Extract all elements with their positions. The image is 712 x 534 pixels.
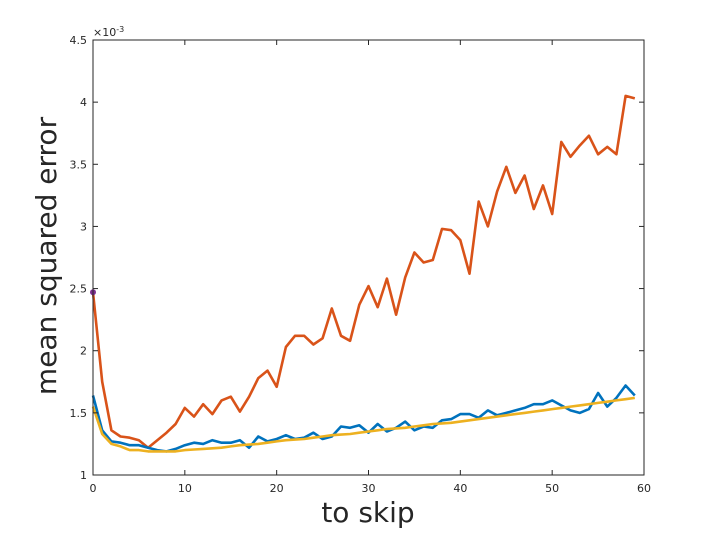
- y-tick-label: 3: [80, 220, 87, 233]
- y-multiplier-base: ×10: [93, 26, 116, 39]
- y-axis-multiplier: ×10-3: [93, 25, 124, 39]
- x-tick-label: 50: [545, 482, 559, 495]
- y-tick-label: 4.5: [70, 34, 88, 47]
- y-multiplier-exponent: -3: [116, 25, 124, 34]
- x-axis-ticks: 0 10 20 30 40 50 60: [90, 40, 651, 495]
- x-tick-label: 30: [362, 482, 376, 495]
- y-tick-label: 2.5: [70, 283, 88, 296]
- y-tick-label: 2: [80, 345, 87, 358]
- y-tick-label: 1: [80, 469, 87, 482]
- x-tick-label: 60: [637, 482, 651, 495]
- series-line-2: [91, 384, 636, 453]
- y-tick-label: 1.5: [70, 407, 88, 420]
- y-axis-title: mean squared error: [30, 116, 63, 395]
- series-line-1: [91, 94, 636, 450]
- y-tick-label: 4: [80, 96, 87, 109]
- x-tick-label: 40: [453, 482, 467, 495]
- series-layer: [91, 94, 636, 453]
- x-tick-label: 10: [178, 482, 192, 495]
- x-tick-label: 0: [90, 482, 97, 495]
- series-line-3: [91, 396, 635, 453]
- y-tick-label: 3.5: [70, 158, 88, 171]
- y-axis-ticks: 1 1.5 2 2.5 3 3.5 4 4.5: [70, 34, 644, 482]
- x-tick-label: 20: [270, 482, 284, 495]
- x-axis-title: to skip: [321, 496, 414, 529]
